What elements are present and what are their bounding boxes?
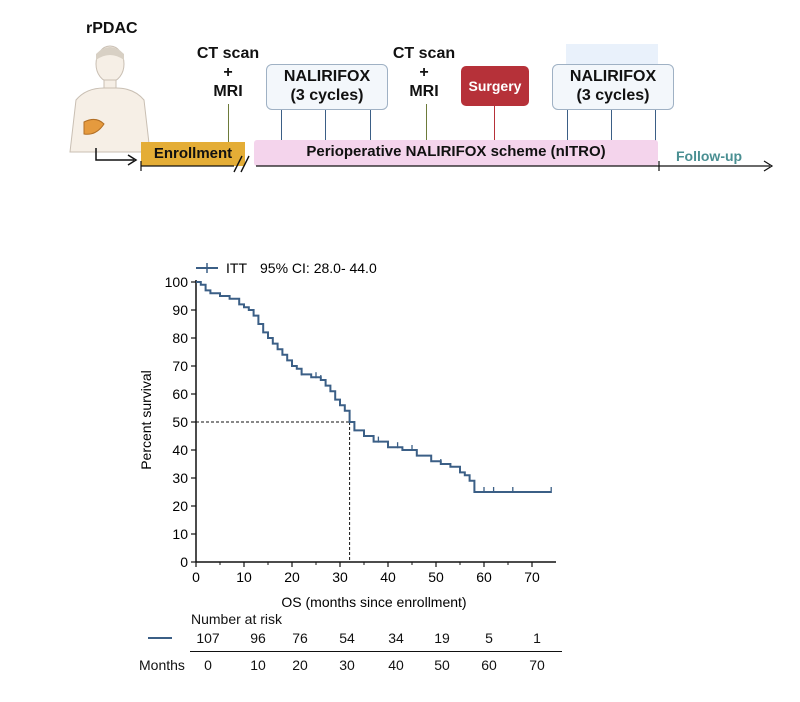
risk-series-marker	[148, 637, 172, 639]
x-tick-label: 40	[380, 569, 396, 585]
y-tick-label: 10	[172, 526, 188, 542]
ct-scan-2-tick	[426, 104, 427, 146]
legend-label: ITT	[226, 260, 247, 276]
y-tick-label: 0	[180, 554, 188, 570]
cycle-tick	[281, 110, 282, 144]
nalirifox-box-2: NALIRIFOX (3 cycles)	[552, 64, 674, 110]
risk-month: 20	[292, 657, 308, 673]
x-tick-label: 30	[332, 569, 348, 585]
ct-scan-1: CT scan + MRI	[196, 45, 260, 100]
y-tick-label: 90	[172, 302, 188, 318]
pancreas-icon	[83, 118, 105, 135]
nalirifox-highlight	[566, 44, 658, 64]
cycle-tick	[655, 110, 656, 144]
legend-ci: 95% CI: 28.0- 44.0	[260, 260, 377, 276]
x-tick-label: 50	[428, 569, 444, 585]
risk-count: 5	[485, 630, 493, 646]
cycle-tick	[325, 110, 326, 144]
risk-month: 40	[388, 657, 404, 673]
nalirifox-box-1: NALIRIFOX (3 cycles)	[266, 64, 388, 110]
cycle-tick	[370, 110, 371, 144]
risk-month: 0	[204, 657, 212, 673]
risk-count: 1	[533, 630, 541, 646]
enrollment-bar: Enrollment	[141, 142, 245, 166]
x-tick-label: 20	[284, 569, 300, 585]
patient-figure-icon	[69, 45, 151, 153]
timeline-axis	[140, 160, 774, 172]
y-tick-label: 50	[172, 414, 188, 430]
y-tick-label: 70	[172, 358, 188, 374]
risk-count: 54	[339, 630, 355, 646]
risk-count: 107	[196, 630, 220, 646]
y-tick-label: 40	[172, 442, 188, 458]
patient-label: rPDAC	[86, 20, 138, 37]
x-tick-label: 60	[476, 569, 492, 585]
risk-month: 60	[481, 657, 497, 673]
x-tick-label: 0	[192, 569, 200, 585]
axis-break-icon	[233, 155, 250, 173]
y-tick-label: 30	[172, 470, 188, 486]
legend: ITT 95% CI: 28.0- 44.0	[196, 260, 377, 276]
y-axis-label: Percent survival	[138, 370, 154, 470]
ct-scan-2: CT scan + MRI	[392, 45, 456, 100]
risk-month: 70	[529, 657, 545, 673]
y-tick-label: 80	[172, 330, 188, 346]
y-tick-label: 20	[172, 498, 188, 514]
surgery-tick	[494, 106, 495, 146]
cycle-tick	[611, 110, 612, 144]
x-tick-label: 10	[236, 569, 252, 585]
risk-month: 50	[434, 657, 450, 673]
cycle-tick	[567, 110, 568, 144]
x-axis-label: OS (months since enrollment)	[281, 594, 466, 610]
ct-scan-1-tick	[228, 104, 229, 146]
patient-arrow-icon	[95, 148, 138, 166]
risk-count: 19	[434, 630, 450, 646]
risk-table-title: Number at risk	[191, 611, 283, 627]
risk-row-label: Months	[139, 657, 185, 673]
risk-month: 10	[250, 657, 266, 673]
surgery-box: Surgery	[461, 66, 529, 106]
risk-table-divider	[190, 651, 562, 652]
risk-count: 76	[292, 630, 308, 646]
risk-count: 34	[388, 630, 404, 646]
x-tick-label: 70	[524, 569, 540, 585]
followup-label: Follow-up	[676, 148, 743, 164]
risk-count: 96	[250, 630, 266, 646]
survival-curve-itt	[196, 281, 552, 493]
risk-month: 30	[339, 657, 355, 673]
y-tick-label: 60	[172, 386, 188, 402]
perioperative-bar: Perioperative NALIRIFOX scheme (nITRO)	[254, 140, 658, 166]
y-tick-label: 100	[165, 274, 189, 290]
